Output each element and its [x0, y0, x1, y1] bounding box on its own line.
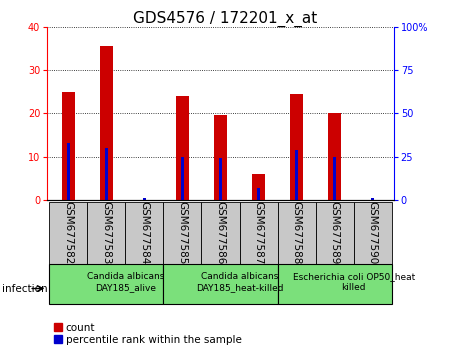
- Bar: [163, 264, 278, 304]
- Bar: [371, 198, 374, 200]
- Bar: [49, 202, 87, 264]
- Bar: [239, 202, 278, 264]
- Legend: count, percentile rank within the sample: count, percentile rank within the sample: [50, 318, 246, 349]
- Text: GSM677587: GSM677587: [254, 201, 264, 264]
- Text: GSM677585: GSM677585: [177, 201, 187, 264]
- Bar: [105, 148, 108, 200]
- Bar: [125, 202, 163, 264]
- Bar: [252, 174, 265, 200]
- Bar: [214, 115, 227, 200]
- Text: GSM677586: GSM677586: [216, 201, 225, 264]
- Text: GSM677589: GSM677589: [330, 201, 340, 264]
- Bar: [328, 113, 342, 200]
- Text: infection: infection: [2, 284, 48, 293]
- Text: GSM677588: GSM677588: [292, 201, 302, 264]
- Bar: [163, 202, 202, 264]
- Bar: [290, 94, 303, 200]
- Text: Candida albicans
DAY185_alive: Candida albicans DAY185_alive: [86, 272, 164, 292]
- Bar: [143, 198, 146, 200]
- Text: GSM677582: GSM677582: [63, 201, 73, 264]
- Bar: [181, 156, 184, 200]
- Text: GSM677590: GSM677590: [368, 201, 378, 264]
- Text: GSM677584: GSM677584: [140, 201, 149, 264]
- Bar: [67, 143, 70, 200]
- Text: GSM677583: GSM677583: [101, 201, 111, 264]
- Bar: [99, 46, 113, 200]
- Bar: [219, 158, 222, 200]
- Bar: [295, 150, 298, 200]
- Bar: [354, 202, 392, 264]
- Bar: [62, 92, 75, 200]
- Text: Escherichia coli OP50_heat
killed: Escherichia coli OP50_heat killed: [292, 272, 415, 292]
- Text: GDS4576 / 172201_x_at: GDS4576 / 172201_x_at: [133, 11, 317, 27]
- Bar: [176, 96, 189, 200]
- Bar: [278, 202, 316, 264]
- Bar: [333, 156, 336, 200]
- Bar: [202, 202, 239, 264]
- Bar: [316, 202, 354, 264]
- Bar: [278, 264, 392, 304]
- Bar: [49, 264, 163, 304]
- Bar: [257, 188, 260, 200]
- Text: Candida albicans
DAY185_heat-killed: Candida albicans DAY185_heat-killed: [196, 272, 284, 292]
- Bar: [87, 202, 125, 264]
